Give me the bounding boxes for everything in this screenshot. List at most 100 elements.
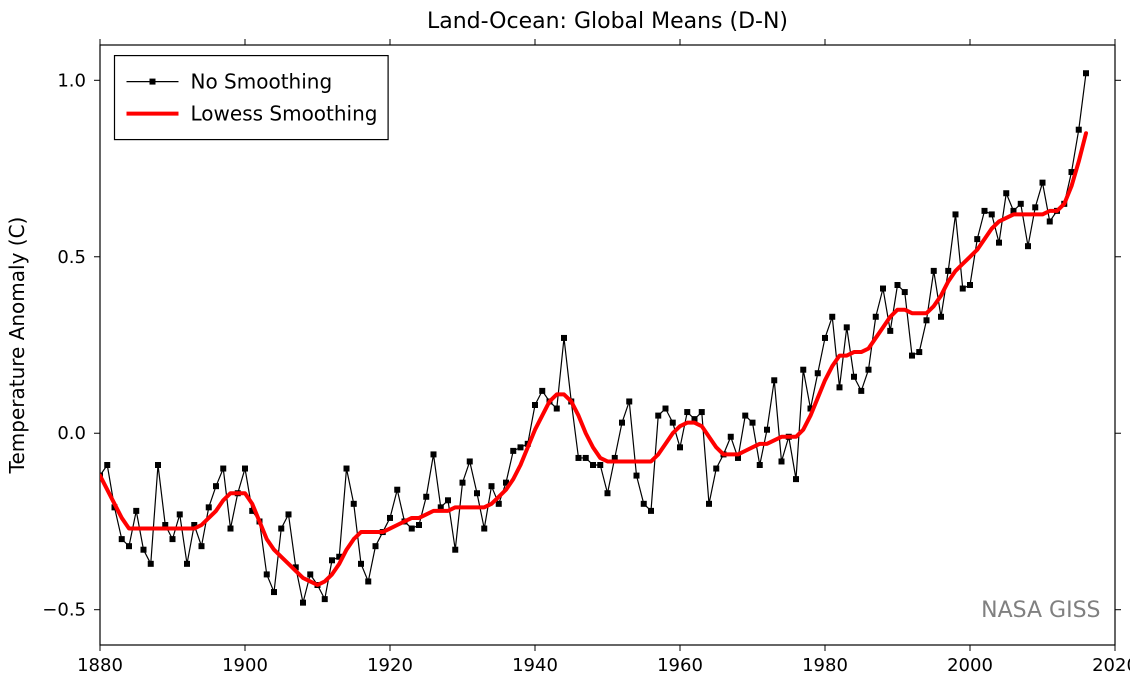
series-marker — [800, 367, 806, 373]
series-marker — [822, 335, 828, 341]
series-marker — [858, 388, 864, 394]
series-marker — [1018, 201, 1024, 207]
series-marker — [481, 526, 487, 532]
series-marker — [286, 511, 292, 517]
series-marker — [583, 455, 589, 461]
series-marker — [764, 427, 770, 433]
series-marker — [844, 324, 850, 330]
series-marker — [373, 543, 379, 549]
chart-title: Land-Ocean: Global Means (D-N) — [427, 9, 788, 34]
series-marker — [561, 335, 567, 341]
series-marker — [953, 211, 959, 217]
series-marker — [104, 462, 110, 468]
series-marker — [452, 547, 458, 553]
series-marker — [518, 444, 524, 450]
series-marker — [909, 353, 915, 359]
series-marker — [605, 490, 611, 496]
series-marker — [677, 444, 683, 450]
series-marker — [873, 314, 879, 320]
series-marker — [206, 504, 212, 510]
series-marker — [228, 526, 234, 532]
series-marker — [771, 377, 777, 383]
legend-label: No Smoothing — [191, 70, 333, 94]
series-marker — [460, 480, 466, 486]
series-marker — [1083, 70, 1089, 76]
series-marker — [155, 462, 161, 468]
x-tick-label: 1940 — [512, 655, 558, 676]
series-marker — [474, 490, 480, 496]
series-marker — [815, 370, 821, 376]
series-marker — [924, 317, 930, 323]
series-marker — [902, 289, 908, 295]
y-tick-label: 1.0 — [57, 70, 86, 91]
series-marker — [590, 462, 596, 468]
series-marker — [576, 455, 582, 461]
series-marker — [184, 561, 190, 567]
x-tick-label: 1900 — [222, 655, 268, 676]
series-marker — [706, 501, 712, 507]
temperature-anomaly-chart: Land-Ocean: Global Means (D-N) Temperatur… — [0, 0, 1130, 700]
series-marker — [467, 458, 473, 464]
x-tick-label: 1980 — [802, 655, 848, 676]
y-tick-label: 0.5 — [57, 247, 86, 268]
series-marker — [1003, 190, 1009, 196]
series-marker — [409, 526, 415, 532]
series-marker — [510, 448, 516, 454]
series-marker — [394, 487, 400, 493]
series-marker — [554, 406, 560, 412]
series-marker — [416, 522, 422, 528]
series-marker — [1076, 127, 1082, 133]
series-marker — [213, 483, 219, 489]
series-marker — [423, 494, 429, 500]
series-marker — [1047, 218, 1053, 224]
series-marker — [960, 286, 966, 292]
series-marker — [945, 268, 951, 274]
series-marker — [148, 561, 154, 567]
series-marker — [431, 451, 437, 457]
series-marker — [982, 208, 988, 214]
series-marker — [170, 536, 176, 542]
series-marker — [742, 413, 748, 419]
series-marker — [322, 596, 328, 602]
series-marker — [757, 462, 763, 468]
series-marker — [989, 211, 995, 217]
series-marker — [931, 268, 937, 274]
series-marker — [851, 374, 857, 380]
series-marker — [1025, 243, 1031, 249]
y-axis-label: Temperature Anomaly (C) — [5, 217, 29, 475]
series-marker — [793, 476, 799, 482]
series-marker — [365, 578, 371, 584]
y-tick-label: −0.5 — [42, 600, 86, 621]
series-marker — [329, 557, 335, 563]
series-marker — [713, 466, 719, 472]
series-marker — [974, 236, 980, 242]
series-marker — [597, 462, 603, 468]
series-marker — [344, 466, 350, 472]
series-marker — [641, 501, 647, 507]
series-marker — [866, 367, 872, 373]
series-marker — [539, 388, 545, 394]
series-marker — [684, 409, 690, 415]
series-marker — [634, 473, 640, 479]
series-marker — [619, 420, 625, 426]
series-marker — [750, 420, 756, 426]
series-marker — [996, 240, 1002, 246]
series-marker — [532, 402, 538, 408]
source-annotation: NASA GISS — [981, 598, 1100, 623]
series-marker — [141, 547, 147, 553]
series-marker — [887, 328, 893, 334]
x-tick-label: 2000 — [947, 655, 993, 676]
x-tick-label: 1920 — [367, 655, 413, 676]
series-marker — [489, 483, 495, 489]
series-marker — [242, 466, 248, 472]
series-marker — [307, 571, 313, 577]
series-marker — [626, 398, 632, 404]
series-marker — [895, 282, 901, 288]
legend: No Smoothing Lowess Smoothing — [115, 56, 389, 140]
series-marker — [271, 589, 277, 595]
series-marker — [119, 536, 125, 542]
x-tick-label: 1960 — [657, 655, 703, 676]
legend-label: Lowess Smoothing — [191, 102, 378, 126]
series-marker — [126, 543, 132, 549]
series-marker — [220, 466, 226, 472]
